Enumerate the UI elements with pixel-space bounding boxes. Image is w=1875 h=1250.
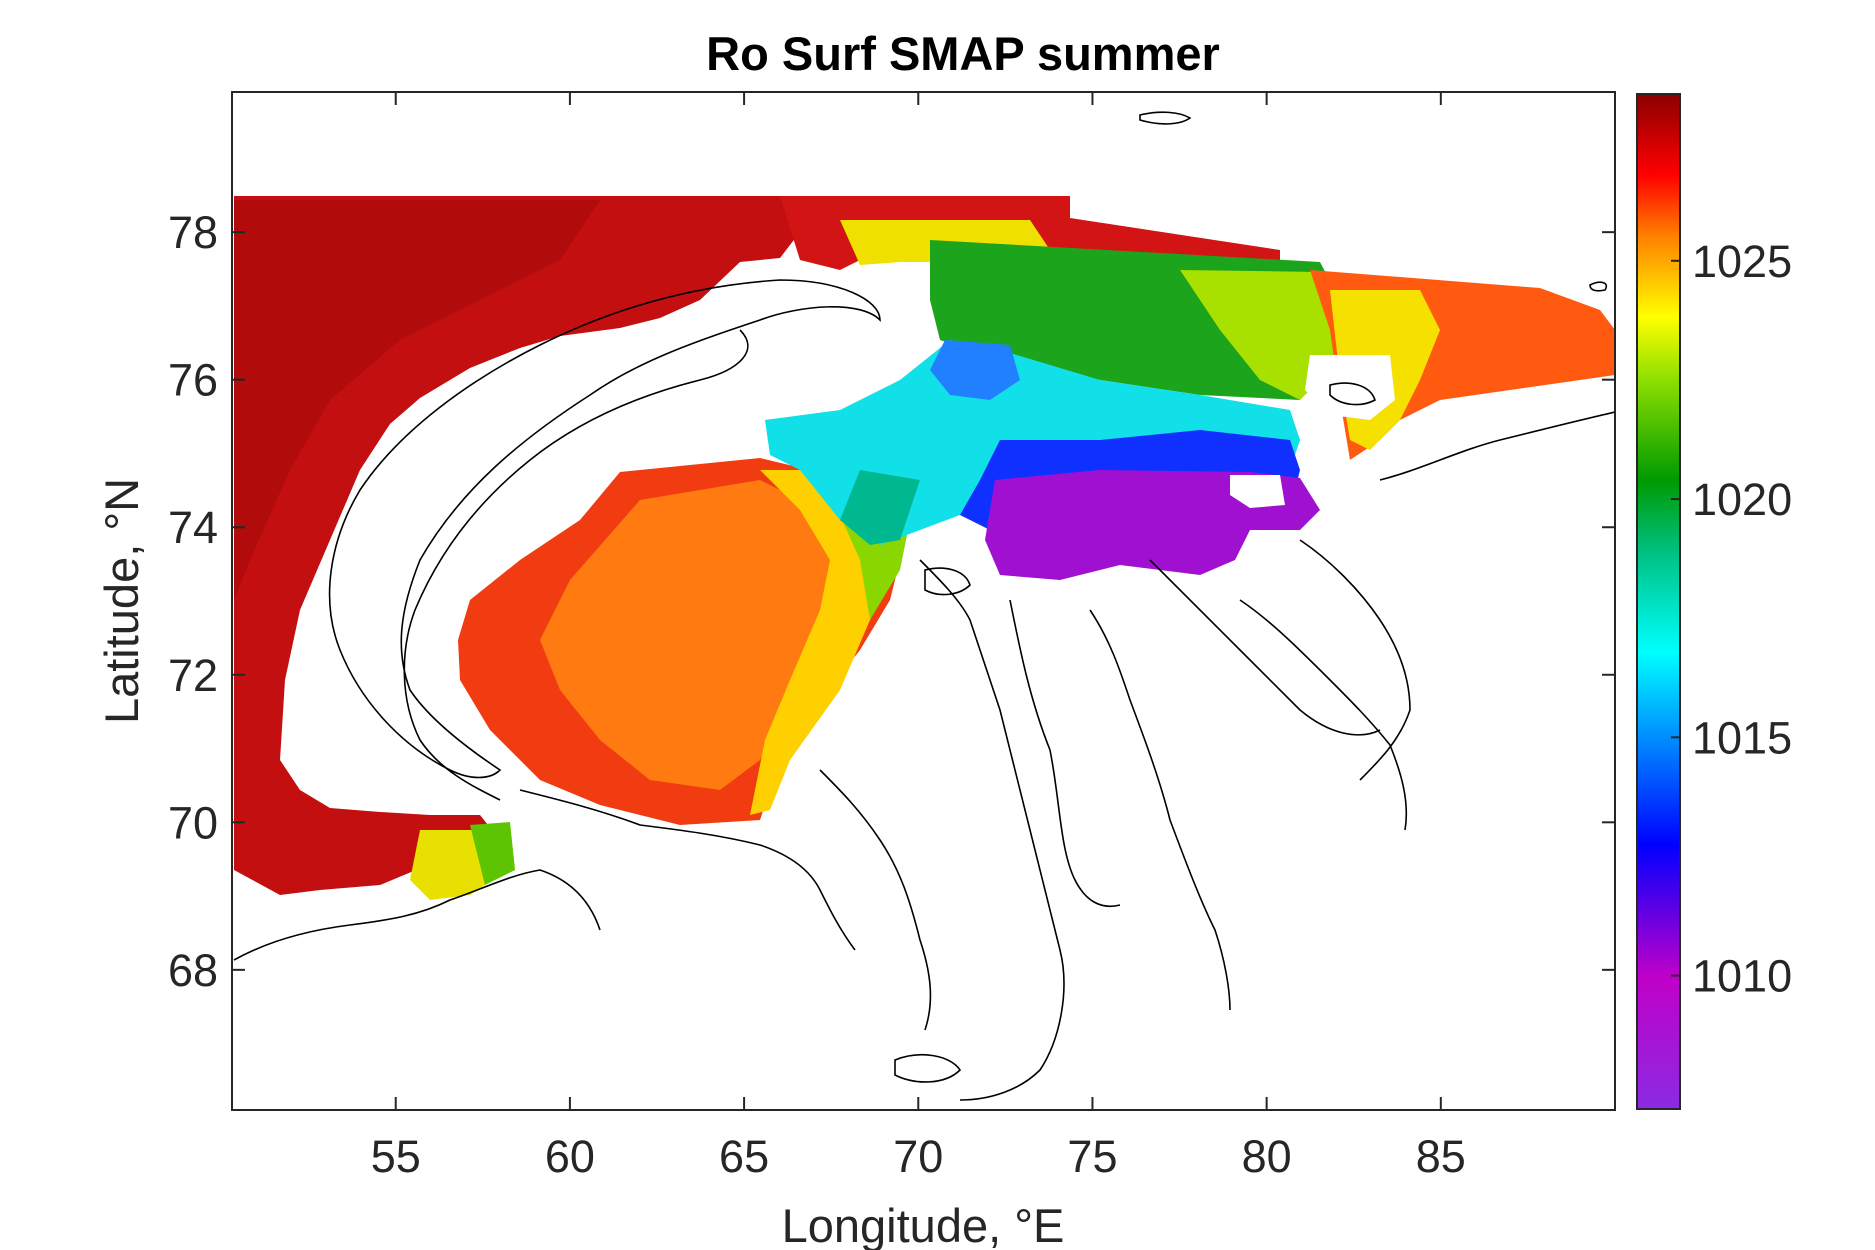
coastline-novaya-zemlya-south (328, 279, 881, 779)
coastline-island-north-1 (1139, 111, 1192, 125)
y-tick-label: 68 (168, 945, 218, 996)
coastline-taymyr-peninsula (1299, 539, 1411, 781)
region-kara-central-blue-north (930, 340, 1020, 400)
region-kara-northeast-white-hole (1305, 355, 1395, 420)
chart-title: Ro Surf SMAP summer (706, 27, 1220, 80)
coastline-taymyr (1379, 411, 1615, 481)
y-tick-label: 78 (168, 207, 218, 258)
colorbar-tick-label: 1025 (1692, 236, 1792, 287)
x-tick-label: 60 (545, 1131, 595, 1182)
plot-area (231, 91, 1616, 1111)
coastline-yenisei-gulf (1149, 559, 1381, 736)
x-tick-label: 65 (719, 1131, 769, 1182)
colorbar (1637, 94, 1680, 1109)
coastline-island-north-2 (1589, 281, 1608, 292)
y-tick-label: 70 (168, 797, 218, 848)
y-axis: 68 70 72 74 76 78 (168, 207, 1615, 996)
x-tick-label: 55 (371, 1131, 421, 1182)
colorbar-tick-label: 1010 (1692, 951, 1792, 1002)
coastline-island-south (894, 1054, 962, 1083)
region-ob-yenisei-plume-white (1230, 475, 1285, 508)
coastlines (233, 111, 1615, 1101)
coastline-island-bely (924, 567, 971, 596)
region-pechora-coastal-green (470, 822, 515, 885)
colorbar-ticks: 1010 1015 1020 1025 (1671, 236, 1792, 1002)
region-kara-central-teal (840, 470, 920, 545)
coastline-baydaratskaya (819, 769, 932, 1031)
x-tick-label: 75 (1067, 1131, 1117, 1182)
coastline-pechora (519, 789, 856, 951)
colorbar-tick-label: 1015 (1692, 712, 1792, 763)
coastline-island-east (1329, 382, 1376, 406)
coastline-southwest-mainland (233, 869, 601, 961)
coastline-gydan (1089, 609, 1231, 1011)
coastline-novaya-zemlya-north (403, 329, 749, 801)
x-tick-label: 80 (1242, 1131, 1292, 1182)
y-tick-label: 76 (168, 355, 218, 406)
salinity-density-field (234, 196, 1615, 900)
colorbar-frame (1636, 93, 1681, 1110)
x-axis-label: Longitude, °E (782, 1199, 1065, 1250)
region-kara-north-central-lime (1180, 270, 1350, 400)
region-barents-west-shade (234, 200, 600, 600)
y-axis-label: Latitude, °N (95, 478, 148, 724)
x-axis: 55 60 65 70 75 80 85 (371, 92, 1466, 1182)
y-tick-label: 74 (168, 502, 218, 553)
y-tick-label: 72 (168, 650, 218, 701)
region-kara-southwest-orange (540, 480, 850, 790)
colorbar-tick-label: 1020 (1692, 474, 1792, 525)
x-tick-label: 85 (1416, 1131, 1466, 1182)
x-tick-label: 70 (893, 1131, 943, 1182)
coastline-ob-bay-west (1009, 599, 1121, 907)
coastline-yamal (919, 559, 1065, 1101)
region-barents-west (234, 196, 800, 895)
coastline-yenisei-bay (1239, 599, 1408, 831)
